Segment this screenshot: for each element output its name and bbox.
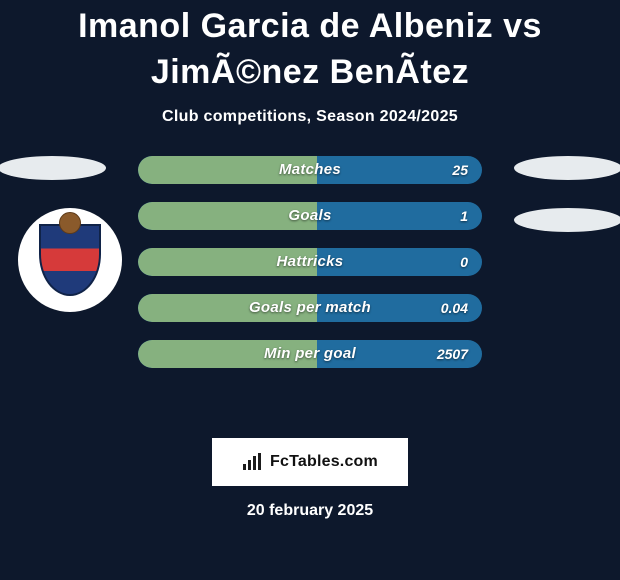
stat-bar: Min per goal2507 [138, 340, 482, 368]
stat-bar-fill [138, 156, 317, 184]
stat-bar-fill [138, 340, 317, 368]
stat-bar-value: 25 [452, 156, 468, 184]
branding-text: FcTables.com [270, 453, 378, 471]
stat-bar-value: 2507 [437, 340, 468, 368]
branding-box: FcTables.com [212, 438, 408, 486]
club-shield-icon [39, 224, 101, 296]
player-right-photo-placeholder [514, 156, 620, 180]
left-placeholder-column [0, 156, 118, 180]
snapshot-date: 20 february 2025 [0, 502, 620, 520]
club-badge-left [18, 208, 122, 312]
stat-bar-fill [138, 202, 317, 230]
bar-chart-icon [242, 453, 264, 471]
stat-bar: Goals1 [138, 202, 482, 230]
stat-bar: Goals per match0.04 [138, 294, 482, 322]
stat-bar-fill [138, 248, 317, 276]
stat-bar-value: 1 [460, 202, 468, 230]
right-placeholder-column [502, 156, 620, 232]
stat-bars: Matches25 Goals1 Hattricks0 Goals per match… [138, 156, 482, 368]
stat-bar: Hattricks0 [138, 248, 482, 276]
club-badge-right-placeholder [514, 208, 620, 232]
stat-bar: Matches25 [138, 156, 482, 184]
stat-bar-value: 0 [460, 248, 468, 276]
page-title: Imanol Garcia de Albeniz vs JimÃ©nez Ben… [0, 0, 620, 96]
stat-bar-fill [138, 294, 317, 322]
player-left-photo-placeholder [0, 156, 106, 180]
stat-bar-value: 0.04 [441, 294, 468, 322]
club-ball-icon [59, 212, 81, 234]
comparison-content: Matches25 Goals1 Hattricks0 Goals per match… [0, 156, 620, 416]
page-subtitle: Club competitions, Season 2024/2025 [0, 108, 620, 126]
